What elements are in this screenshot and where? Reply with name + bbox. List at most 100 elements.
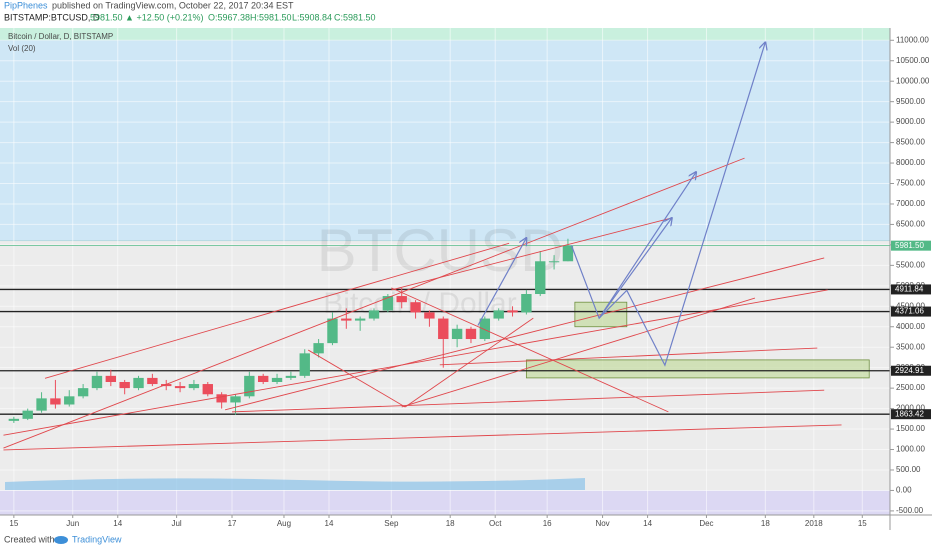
candle-body: [285, 375, 297, 378]
x-tick-label: 18: [761, 519, 770, 528]
zone: [0, 28, 890, 41]
candle-body: [119, 381, 130, 389]
price-tag: [891, 284, 931, 295]
candle-body: [50, 398, 61, 405]
candle-body: [188, 384, 200, 389]
candle-body: [161, 384, 172, 387]
x-tick-label: 17: [228, 519, 237, 528]
candle-body: [410, 302, 421, 313]
y-tick-label: 3500.00: [896, 342, 925, 351]
y-tick-label: 10000.00: [896, 76, 930, 85]
y-tick-label: 5500.00: [896, 260, 925, 269]
price-tag-label: 2924.91: [895, 366, 924, 375]
y-tick-label: 10500.00: [896, 56, 930, 65]
candle-body: [535, 261, 546, 295]
candle-body: [548, 261, 560, 263]
watermark: BTCUSD: [317, 217, 564, 284]
x-tick-label: 16: [543, 519, 552, 528]
x-tick-label: 14: [643, 519, 652, 528]
candle-body: [271, 377, 283, 382]
candle-body: [216, 394, 227, 403]
candle-body: [479, 318, 491, 340]
x-tick-label: 15: [858, 519, 867, 528]
y-tick-label: 9000.00: [896, 117, 925, 126]
y-tick-label: 7000.00: [896, 199, 925, 208]
zone: [0, 40, 890, 241]
x-tick-label: Aug: [277, 519, 291, 528]
y-tick-label: 500.00: [896, 465, 921, 474]
x-tick-label: Jun: [66, 519, 79, 528]
candle-body: [382, 296, 394, 311]
footer-created: Created with: [4, 534, 55, 544]
trend-line: [439, 347, 818, 366]
candle-body: [424, 312, 435, 319]
candle-body: [244, 375, 255, 397]
trend-line: [401, 297, 756, 408]
x-tick-label: Oct: [489, 519, 502, 528]
candle-body: [299, 353, 310, 376]
candle-body: [133, 377, 144, 389]
trend-line: [3, 424, 842, 451]
candle-body: [562, 245, 574, 262]
candle-body: [105, 375, 117, 382]
candle-body: [22, 410, 33, 419]
price-tag: [891, 306, 931, 317]
y-tick-label: 8000.00: [896, 158, 925, 167]
author[interactable]: PipPhenes: [4, 0, 48, 10]
x-tick-label: Nov: [595, 519, 609, 528]
zone-box: [525, 359, 870, 379]
candle-body: [465, 328, 477, 340]
trend-line: [224, 257, 825, 411]
trend-line: [404, 317, 534, 408]
last-price: 5981.50 ▲ +12.50 (+0.21%): [90, 12, 204, 22]
candle-body: [147, 377, 158, 385]
trend-line: [232, 389, 825, 413]
published: published on TradingView.com, October 22…: [52, 0, 294, 10]
ohlc-low: L:5908.84: [292, 12, 332, 22]
candle-body: [36, 398, 47, 411]
trend-line: [3, 289, 828, 436]
y-tick-label: 4500.00: [896, 301, 925, 310]
indicator: Vol (20): [8, 44, 36, 53]
y-tick-label: 0.00: [896, 486, 912, 495]
price-tag-label: 1863.42: [895, 409, 924, 418]
y-tick-label: 1500.00: [896, 424, 925, 433]
x-tick-label: Dec: [699, 519, 713, 528]
ohlc-high: H:5981.50: [250, 12, 292, 22]
price-tag-label: 4911.84: [895, 285, 924, 294]
candle-body: [64, 396, 75, 405]
logo: [54, 536, 68, 544]
x-tick-label: 15: [9, 519, 18, 528]
y-tick-label: -500.00: [896, 506, 924, 515]
trend-line: [391, 287, 669, 413]
footer-brand[interactable]: TradingView: [72, 534, 122, 544]
candle-body: [396, 296, 407, 303]
candle-body: [202, 384, 213, 395]
price-tag-label: 4371.06: [895, 307, 924, 316]
x-tick-label: Jul: [171, 519, 181, 528]
y-tick-label: 9500.00: [896, 97, 925, 106]
candle-body: [451, 328, 463, 340]
candle-body: [174, 386, 186, 389]
y-tick-label: 2500.00: [896, 383, 925, 392]
volume-area: [5, 478, 585, 490]
projection-arrow: [477, 238, 526, 326]
projection-arrow: [598, 172, 696, 319]
candle-body: [313, 343, 324, 354]
price-tag-label: 5981.50: [895, 241, 924, 250]
candle-body: [341, 318, 352, 321]
y-tick-label: 8500.00: [896, 138, 925, 147]
ohlc-open: O:5967.38: [208, 12, 250, 22]
trend-line: [44, 242, 510, 379]
candle-body: [493, 310, 504, 319]
x-tick-label: 14: [325, 519, 334, 528]
candle-body: [354, 318, 366, 321]
y-tick-label: 1000.00: [896, 445, 925, 454]
trend-line: [3, 157, 745, 449]
candle-body: [327, 318, 338, 344]
candle-body: [507, 310, 518, 313]
trend-line: [307, 349, 406, 408]
candle-body: [438, 318, 449, 340]
